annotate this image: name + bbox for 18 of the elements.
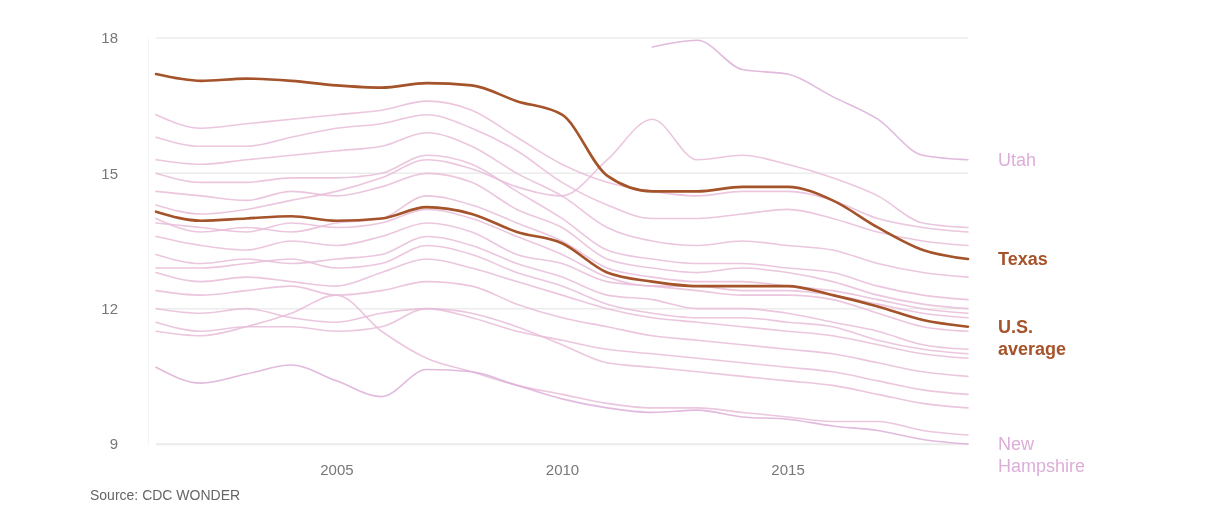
line-series xyxy=(651,39,969,161)
y-tick-label: 9 xyxy=(109,435,118,453)
source-note: Source: CDC WONDER xyxy=(90,487,241,503)
line-series xyxy=(154,72,970,261)
x-tick-label: 2015 xyxy=(771,460,805,478)
x-tick-label: 2005 xyxy=(320,460,354,478)
y-tick-label: 18 xyxy=(101,29,118,47)
x-tick-label: 2010 xyxy=(545,460,580,478)
y-tick-label: 12 xyxy=(101,299,118,317)
line-series xyxy=(155,258,969,360)
series-label: Utah xyxy=(998,149,1037,170)
line-series xyxy=(155,364,969,445)
series-label: Texas xyxy=(998,249,1048,270)
line-series xyxy=(155,100,969,233)
line-series xyxy=(155,113,969,247)
series-label: New Hampshire xyxy=(998,434,1086,476)
y-tick-label: 15 xyxy=(101,164,118,182)
series-label: U.S. average xyxy=(998,316,1067,359)
